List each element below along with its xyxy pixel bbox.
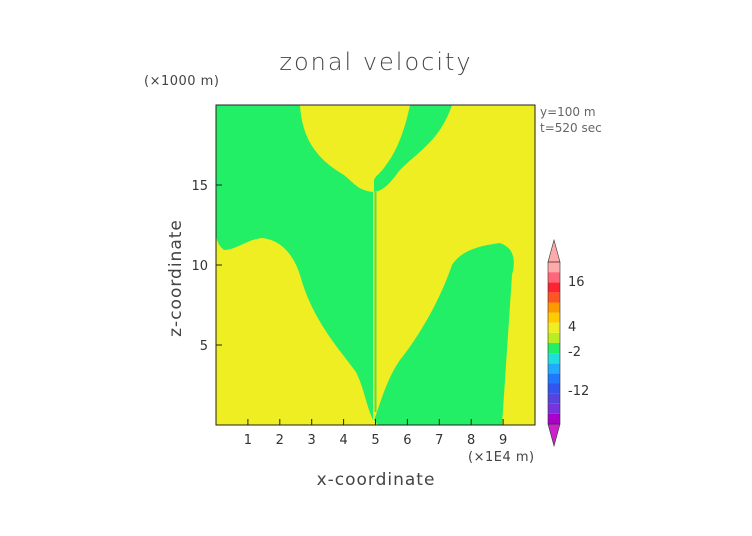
colorbar-swatch bbox=[548, 403, 560, 414]
x-tick-label: 3 bbox=[308, 433, 316, 448]
colorbar-swatch bbox=[548, 383, 560, 394]
colorbar-frame bbox=[547, 261, 561, 425]
colorbar-top-arrow bbox=[547, 238, 561, 263]
colorbar-swatch bbox=[548, 373, 560, 384]
y-tick-label: 5 bbox=[200, 339, 208, 354]
colorbar-swatch bbox=[548, 322, 560, 333]
x-tick-label: 6 bbox=[403, 433, 411, 448]
x-tick-label: 9 bbox=[499, 433, 507, 448]
info-y-position: y=100 m bbox=[540, 105, 596, 119]
field-positive-lens bbox=[228, 303, 236, 371]
colorbar-swatch bbox=[548, 343, 560, 354]
colorbar-swatch bbox=[548, 262, 560, 273]
colorbar-swatch bbox=[548, 332, 560, 343]
y-tick-label: 15 bbox=[191, 179, 208, 194]
colorbar-swatch bbox=[548, 282, 560, 293]
colorbar-swatch bbox=[548, 413, 560, 424]
colorbar-swatch bbox=[548, 272, 560, 283]
field-negative-region bbox=[374, 105, 452, 192]
colorbar-label: -2 bbox=[568, 345, 581, 360]
y-axis-unit: (×1000 m) bbox=[144, 74, 220, 89]
colorbar-swatch bbox=[548, 363, 560, 374]
x-tick-label: 5 bbox=[371, 433, 379, 448]
y-tick-label: 10 bbox=[191, 259, 208, 274]
colorbar-swatch bbox=[548, 393, 560, 404]
x-axis-label-wrap: x-coordinate bbox=[0, 470, 752, 490]
x-tick-label: 2 bbox=[276, 433, 284, 448]
x-tick-label: 8 bbox=[467, 433, 475, 448]
field-positive-lobe bbox=[344, 105, 373, 181]
field-negative-region bbox=[216, 105, 373, 420]
x-axis-unit: (×1E4 m) bbox=[468, 450, 535, 465]
colorbar-swatch bbox=[548, 312, 560, 323]
colorbar-swatch bbox=[548, 292, 560, 303]
x-axis-label: x-coordinate bbox=[316, 470, 436, 490]
field-negative-region bbox=[374, 243, 514, 425]
y-axis-label: z-coordinate bbox=[166, 219, 186, 337]
x-tick-label: 7 bbox=[435, 433, 443, 448]
chart-title: zonal velocity bbox=[279, 48, 473, 76]
x-tick-label: 4 bbox=[339, 433, 347, 448]
colorbar-bottom-arrow bbox=[547, 423, 561, 448]
x-tick-label: 1 bbox=[244, 433, 252, 448]
info-time: t=520 sec bbox=[540, 121, 602, 135]
field-positive-lobe bbox=[378, 105, 406, 175]
colorbar-label: -12 bbox=[568, 384, 589, 399]
colorbar-label: 16 bbox=[568, 275, 585, 290]
colorbar-swatch bbox=[548, 302, 560, 313]
colorbar-label: 4 bbox=[568, 320, 576, 335]
colorbar-swatch bbox=[548, 353, 560, 364]
